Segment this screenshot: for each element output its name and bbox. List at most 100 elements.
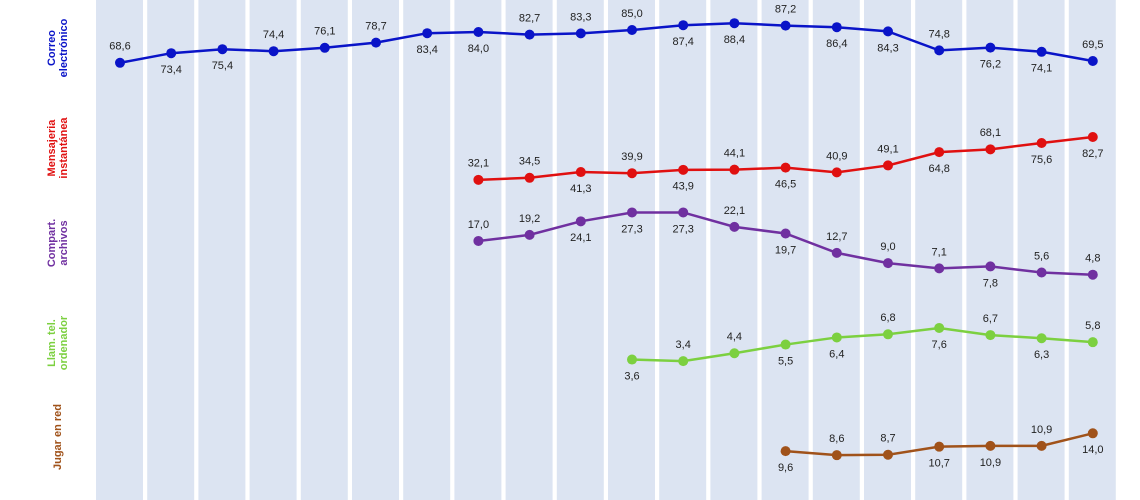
- value-label: 44,1: [724, 148, 745, 160]
- point: [780, 446, 791, 457]
- column-band: [352, 0, 399, 500]
- series-label: Jugar en red: [52, 403, 64, 471]
- column-band: [608, 0, 655, 500]
- value-label: 76,2: [980, 59, 1001, 71]
- value-label: 6,3: [1034, 349, 1049, 361]
- value-label: 68,6: [109, 41, 130, 53]
- value-label: 32,1: [468, 158, 489, 170]
- value-label: 34,5: [519, 156, 540, 168]
- point: [1087, 269, 1098, 280]
- point: [985, 440, 996, 451]
- point: [627, 207, 637, 218]
- column-band: [300, 0, 348, 500]
- point: [883, 258, 893, 269]
- value-label: 4,8: [1085, 253, 1100, 265]
- point: [1087, 428, 1098, 439]
- value-label: 73,4: [160, 64, 181, 76]
- point: [780, 20, 791, 31]
- point: [780, 162, 791, 173]
- value-label: 46,5: [775, 179, 796, 191]
- column-band: [198, 0, 246, 500]
- value-label: 74,1: [1031, 63, 1052, 75]
- point: [831, 450, 842, 461]
- value-label: 6,7: [983, 313, 998, 325]
- value-label: 74,8: [928, 28, 949, 40]
- point: [883, 26, 893, 37]
- point: [268, 46, 279, 57]
- point: [1087, 131, 1098, 142]
- value-label: 86,4: [826, 38, 847, 50]
- point: [985, 144, 996, 155]
- column-band: [147, 0, 195, 500]
- value-label: 7,6: [932, 339, 947, 351]
- value-label: 9,0: [880, 241, 895, 253]
- point: [934, 441, 945, 452]
- value-label: 87,4: [672, 36, 693, 48]
- column-band: [966, 0, 1014, 500]
- point: [524, 229, 535, 240]
- value-label: 24,1: [570, 232, 591, 244]
- point: [473, 27, 484, 37]
- value-label: 8,7: [880, 433, 895, 445]
- point: [422, 28, 433, 39]
- value-label: 3,4: [676, 339, 691, 351]
- series-label: Llam. tel. ordenador: [46, 315, 70, 371]
- series-line: [119, 21, 1094, 65]
- value-label: 27,3: [672, 223, 693, 235]
- column-band: [96, 0, 143, 500]
- point: [729, 221, 740, 232]
- value-label: 10,7: [928, 458, 949, 470]
- value-label: 17,0: [468, 219, 489, 231]
- value-label: 87,2: [775, 4, 796, 16]
- value-label: 3,6: [624, 370, 639, 382]
- value-label: 40,9: [826, 150, 847, 162]
- point: [627, 25, 637, 35]
- value-label: 83,3: [570, 11, 591, 23]
- point: [985, 330, 996, 341]
- value-label: 68,1: [980, 127, 1001, 139]
- point: [985, 261, 996, 272]
- value-label: 74,4: [263, 29, 284, 41]
- value-label: 85,0: [621, 8, 642, 20]
- value-label: 6,8: [880, 312, 895, 324]
- column-band: [556, 0, 604, 500]
- column-band: [864, 0, 911, 500]
- value-label: 78,7: [365, 21, 386, 33]
- value-label: 10,9: [980, 457, 1001, 469]
- column-band: [249, 0, 297, 500]
- point: [319, 42, 330, 53]
- value-label: 64,8: [928, 163, 949, 175]
- column-band: [1068, 0, 1116, 500]
- point: [729, 164, 740, 175]
- point: [371, 37, 381, 48]
- column-band: [403, 0, 451, 500]
- value-label: 41,3: [570, 183, 591, 195]
- point: [883, 160, 893, 171]
- value-label: 43,9: [672, 181, 693, 193]
- point: [934, 45, 945, 56]
- value-label: 76,1: [314, 26, 335, 38]
- point: [1036, 137, 1047, 148]
- value-label: 5,8: [1085, 320, 1100, 332]
- point: [524, 172, 535, 183]
- point: [831, 247, 842, 258]
- point: [166, 48, 177, 59]
- point: [1036, 440, 1047, 451]
- point: [627, 168, 637, 179]
- point: [575, 216, 586, 227]
- series-label: Correo electrónico: [46, 18, 70, 78]
- point: [575, 167, 586, 178]
- value-label: 19,2: [519, 213, 540, 225]
- point: [115, 57, 125, 68]
- point: [831, 332, 842, 343]
- point: [678, 356, 689, 367]
- value-label: 83,4: [416, 44, 437, 56]
- point: [883, 329, 893, 340]
- column-band: [761, 0, 809, 500]
- point: [1036, 267, 1047, 278]
- value-label: 8,6: [829, 433, 844, 445]
- value-label: 7,1: [932, 246, 947, 258]
- series-label: Compart. archivos: [46, 218, 70, 268]
- value-label: 69,5: [1082, 39, 1103, 51]
